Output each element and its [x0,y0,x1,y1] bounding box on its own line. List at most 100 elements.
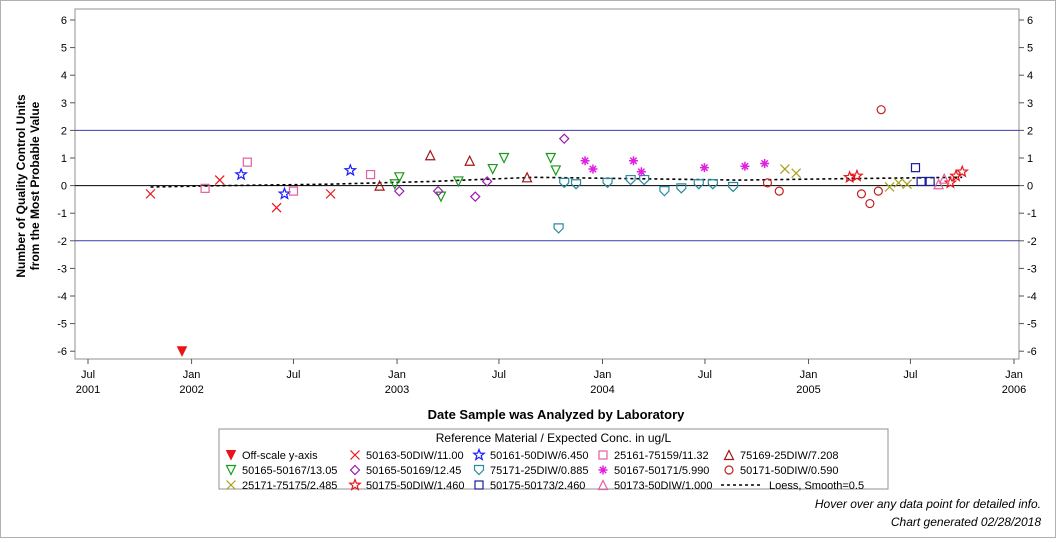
y-tick-label-left: -5 [57,319,67,331]
data-point [343,163,358,177]
x-tick-label: Jul [81,369,95,381]
data-point [933,178,945,190]
x-tick-label: Jul [903,369,917,381]
y-tick-label-left: -4 [57,291,67,303]
data-point [740,161,750,171]
y-tick-label-left: 6 [61,15,67,27]
legend-label: 25161-75159/11.32 [614,450,709,462]
y-axis-label: Number of Quality Control Units [14,94,28,278]
data-point [374,179,386,191]
legend-box [218,428,889,490]
x-tick-year-label: 2005 [796,384,820,396]
y-tick-label-left: -2 [57,236,67,248]
data-point [850,168,864,182]
x-tick-label: Jul [286,369,300,381]
y-tick-label-left: -6 [57,346,67,358]
y-tick-label-left: 0 [61,181,67,193]
data-point [145,188,156,199]
plot-area [74,8,1020,360]
y-tick-label-left: 4 [61,70,67,82]
data-point [550,165,562,177]
data-point [774,186,784,196]
y-tick-label-right: -5 [1027,319,1037,331]
legend-label: 50171-50DIW/0.590 [740,465,838,477]
legend-swatch [350,450,360,460]
data-point [271,202,282,213]
data-point [393,185,405,197]
data-point [200,183,210,193]
data-point [876,105,886,115]
legend-swatch [226,480,236,490]
y-tick-label-left: 5 [61,43,67,55]
legend-label: 75171-25DIW/0.885 [490,465,588,477]
loess-line [150,176,963,188]
y-tick-label-right: -3 [1027,263,1037,275]
data-point [639,174,650,186]
data-point [865,198,875,209]
x-tick-label: Jan [183,369,201,381]
y-tick-label-right: 4 [1027,70,1033,82]
y-tick-label-right: -2 [1027,236,1037,248]
x-tick-year-label: 2001 [76,384,100,396]
x-tick-label: Jan [388,369,406,381]
legend-swatch [597,479,609,491]
legend-title: Reference Material / Expected Conc. in u… [436,431,672,445]
data-point [242,157,252,167]
data-point [464,154,476,166]
y-tick-label-right: 6 [1027,15,1033,27]
y-tick-label-left: 2 [61,125,67,137]
data-point [943,175,958,189]
legend-label: 25171-75175/2.485 [242,480,337,492]
data-point [707,179,718,190]
legend-swatch [723,449,735,461]
data-point [916,176,926,187]
data-point [393,172,405,184]
data-point [699,163,709,173]
legend-swatch [473,464,485,476]
data-point [432,185,444,197]
y-tick-label-left: -3 [57,263,67,275]
legend-label: Loess, Smooth=0.5 [769,480,864,492]
y-tick-label-right: 1 [1027,153,1033,165]
y-tick-label-left: 1 [61,153,67,165]
legend-swatch [724,465,734,475]
data-point [553,223,564,234]
data-point [580,156,590,166]
data-point [884,182,895,192]
x-tick-label: Jan [594,369,612,381]
y-tick-label-left: 3 [61,98,67,110]
data-point [325,188,336,199]
legend-label: 50175-50DIW/1.460 [366,480,464,492]
legend-label: 50161-50DIW/6.450 [490,450,588,462]
y-tick-label-left: -1 [57,208,67,220]
data-point [625,174,636,186]
data-point [214,175,225,186]
legend-swatch [598,450,608,460]
data-point [521,171,533,183]
data-point [728,181,739,193]
y-tick-label-right: 3 [1027,98,1033,110]
y-tick-label-right: 0 [1027,181,1033,193]
data-point [791,168,802,179]
y-tick-label-right: 5 [1027,43,1033,55]
data-point [545,152,557,164]
y-axis-label-line2: from the Most Probable Value [28,101,42,270]
data-point [452,176,464,188]
hover-note: Hover over any data point for detailed i… [814,497,1041,511]
data-point [469,191,481,202]
data-point [873,186,883,196]
x-axis-label: Date Sample was Analyzed by Laboratory [428,407,685,422]
x-tick-label: Jul [698,369,712,381]
data-point [588,164,598,174]
data-point [277,186,292,200]
data-point [693,179,704,190]
data-point [365,169,376,180]
data-point [910,163,921,173]
x-tick-label: Jan [800,369,818,381]
data-point [779,164,790,174]
x-tick-year-label: 2006 [1002,384,1026,396]
data-point [760,159,770,169]
data-point [481,176,493,187]
legend-label: 75169-25DIW/7.208 [740,450,838,462]
